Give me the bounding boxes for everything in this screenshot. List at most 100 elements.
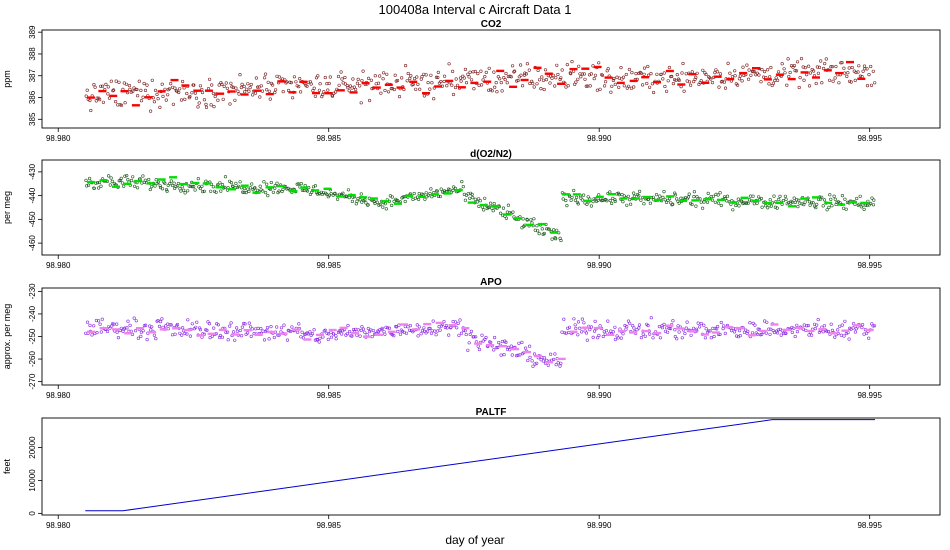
data-point bbox=[556, 361, 560, 365]
data-point bbox=[105, 329, 110, 334]
data-point bbox=[759, 80, 763, 84]
data-point bbox=[622, 84, 626, 88]
data-point bbox=[765, 68, 770, 72]
y-axis-label: feet bbox=[2, 458, 12, 474]
data-point bbox=[417, 325, 421, 329]
data-point bbox=[417, 197, 421, 201]
data-point bbox=[640, 83, 645, 87]
data-point bbox=[433, 329, 437, 333]
data-point bbox=[339, 70, 343, 74]
data-point bbox=[290, 325, 294, 329]
data-point bbox=[604, 329, 609, 333]
data-point bbox=[265, 88, 269, 92]
data-point bbox=[386, 326, 390, 330]
data-point bbox=[525, 218, 529, 222]
data-point bbox=[250, 182, 254, 186]
y-tick-label: 20000 bbox=[28, 436, 37, 459]
data-point bbox=[346, 188, 351, 192]
data-point bbox=[830, 64, 834, 69]
data-point bbox=[200, 90, 205, 95]
data-point bbox=[497, 340, 501, 345]
data-point bbox=[597, 61, 601, 65]
data-point bbox=[502, 353, 506, 357]
data-point bbox=[432, 97, 436, 101]
data-point bbox=[395, 325, 399, 329]
data-point bbox=[253, 91, 258, 95]
data-point bbox=[404, 63, 408, 68]
data-point bbox=[855, 196, 859, 201]
data-point bbox=[520, 340, 524, 345]
data-point bbox=[321, 191, 326, 195]
data-point bbox=[768, 198, 772, 202]
data-point bbox=[548, 81, 552, 85]
data-point bbox=[805, 324, 809, 328]
data-point bbox=[154, 337, 158, 341]
data-point bbox=[308, 330, 312, 334]
data-point bbox=[443, 74, 447, 78]
data-point bbox=[234, 181, 238, 185]
data-point bbox=[755, 332, 760, 336]
data-point bbox=[352, 328, 356, 332]
data-point bbox=[250, 327, 254, 331]
data-point bbox=[663, 84, 667, 89]
data-point bbox=[487, 66, 491, 70]
data-point bbox=[369, 78, 374, 82]
data-point bbox=[450, 83, 454, 87]
data-point bbox=[132, 316, 136, 320]
data-point bbox=[637, 194, 641, 198]
data-point bbox=[751, 321, 755, 326]
data-point bbox=[823, 61, 827, 66]
data-point bbox=[193, 91, 197, 95]
data-point bbox=[851, 326, 855, 330]
data-point bbox=[390, 203, 394, 207]
data-point bbox=[158, 105, 162, 109]
data-point bbox=[376, 81, 381, 85]
data-point bbox=[190, 322, 194, 326]
data-point bbox=[821, 204, 825, 208]
data-point bbox=[517, 341, 521, 345]
data-point bbox=[384, 207, 388, 211]
data-point bbox=[651, 90, 656, 95]
data-point bbox=[419, 332, 423, 336]
data-point bbox=[841, 206, 846, 210]
data-point bbox=[582, 321, 586, 325]
data-point bbox=[809, 201, 814, 205]
data-point bbox=[504, 71, 508, 76]
data-point bbox=[645, 81, 649, 86]
data-point bbox=[800, 202, 804, 206]
data-point bbox=[472, 335, 476, 339]
data-point bbox=[213, 94, 217, 99]
data-point bbox=[285, 80, 289, 84]
data-point bbox=[662, 322, 666, 327]
x-tick-label: 98.995 bbox=[857, 134, 882, 143]
data-point bbox=[767, 82, 771, 86]
data-point bbox=[580, 317, 585, 321]
data-point bbox=[229, 81, 233, 85]
data-point bbox=[214, 190, 218, 194]
data-point bbox=[523, 346, 528, 350]
data-point bbox=[429, 187, 433, 191]
data-point bbox=[265, 328, 269, 333]
data-point bbox=[220, 335, 224, 339]
data-point bbox=[579, 196, 583, 200]
data-point bbox=[265, 182, 269, 186]
data-point bbox=[536, 229, 540, 233]
data-point bbox=[760, 205, 764, 209]
data-point bbox=[458, 76, 463, 80]
data-point bbox=[477, 197, 481, 201]
data-point bbox=[152, 100, 156, 104]
y-tick-label: -270 bbox=[28, 373, 37, 390]
data-point bbox=[176, 181, 180, 186]
data-point bbox=[592, 329, 597, 333]
data-point bbox=[229, 181, 233, 185]
data-point bbox=[842, 66, 846, 70]
data-point bbox=[248, 85, 252, 90]
data-point bbox=[490, 89, 494, 93]
data-point bbox=[492, 202, 496, 206]
data-point bbox=[760, 67, 764, 72]
data-point bbox=[292, 75, 297, 79]
data-point bbox=[378, 202, 382, 207]
data-point bbox=[180, 333, 184, 337]
data-point bbox=[606, 319, 610, 323]
data-point bbox=[354, 202, 358, 206]
